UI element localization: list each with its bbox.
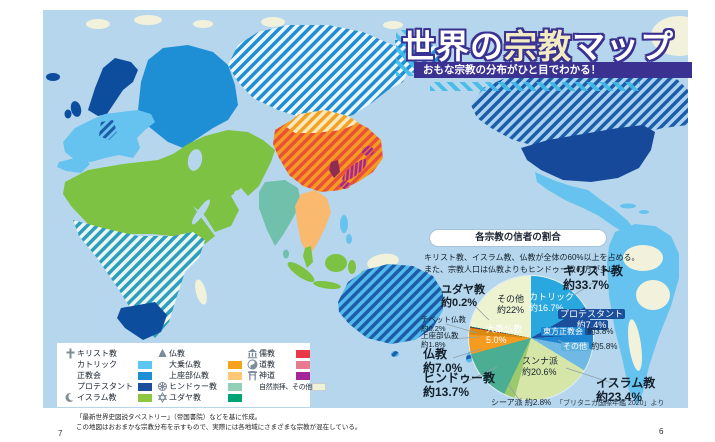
pie-label-theravada: 上座部仏教 約1.8% bbox=[421, 331, 459, 349]
pie-label-shia: シーア派 約2.8% bbox=[491, 398, 552, 407]
wheel-icon bbox=[156, 381, 168, 392]
page-title: 世界の宗教マップ bbox=[402, 28, 674, 65]
region-malay-peninsula-islam bbox=[303, 246, 313, 268]
pie-label-other: その他 約22% bbox=[497, 294, 525, 315]
pie-label-hindu: ヒンドゥー教 約13.7% bbox=[423, 371, 496, 400]
legend-column-3: 儒教 道教 神道 自然崇拝、その他 bbox=[246, 348, 326, 403]
pie-label-buddhism: 仏教 約7.0% bbox=[423, 347, 463, 376]
color-chip bbox=[296, 371, 310, 380]
legend-item-taoism: 道教 bbox=[246, 359, 310, 370]
region-indonesia-islam bbox=[287, 254, 373, 289]
color-chip bbox=[138, 360, 152, 369]
legend-item-judaism: ユダヤ教 bbox=[156, 392, 242, 403]
legend-item-shinto: 神道 bbox=[246, 370, 310, 381]
region-sri-lanka-hindu bbox=[283, 249, 289, 259]
crescent-icon bbox=[64, 392, 76, 403]
chart-description: キリスト教、イスラム教、仏教が全体の60%以上を占める。 また、宗教人口は仏教よ… bbox=[424, 253, 640, 274]
region-south-america-nature-patches bbox=[623, 245, 670, 371]
region-south-africa-protestant bbox=[117, 302, 167, 340]
arctic-islands bbox=[86, 15, 403, 29]
legend-item-theravada: 上座部仏教 bbox=[156, 370, 242, 381]
color-chip bbox=[138, 393, 152, 402]
region-caribbean-catholic bbox=[620, 203, 649, 214]
pie-label-protestant: プロテスタント 約7.4% bbox=[558, 309, 626, 330]
chart-heading: 各宗教の信者の割合 bbox=[430, 230, 606, 246]
region-iberia-catholic bbox=[57, 156, 90, 173]
footnote: 「最新世界史図説タペストリー」（帝国書院）などを基に作成。 この地図はおおまかな… bbox=[76, 414, 362, 432]
pie-label-orthodox: 東方正教会 約3.8% bbox=[541, 327, 614, 336]
color-chip bbox=[228, 360, 242, 369]
pie-label-tibetan: チベット仏教 約0.2% bbox=[421, 315, 466, 333]
region-australia-hatched bbox=[338, 264, 443, 344]
region-iceland-protestant bbox=[46, 73, 60, 81]
black-sea bbox=[152, 143, 170, 153]
star-of-david-icon bbox=[156, 392, 168, 403]
region-india-hindu bbox=[259, 180, 301, 246]
legend-column-1: キリスト教 カトリック 正教会 プロテスタント イスラム教 bbox=[64, 348, 152, 403]
cross-icon bbox=[64, 348, 76, 359]
temple-icon bbox=[246, 348, 258, 359]
color-chip bbox=[296, 360, 310, 369]
color-chip bbox=[228, 393, 242, 402]
pie-label-mahayana: 大乗仏教 5.0% bbox=[486, 324, 523, 345]
title-decor-hatch-left bbox=[396, 30, 416, 76]
region-southeast-asia-theravada bbox=[295, 190, 331, 256]
page-number-left: 7 bbox=[58, 429, 63, 438]
region-philippines-catholic bbox=[340, 215, 352, 244]
region-japan-shinto-hatched bbox=[340, 146, 374, 189]
title-decor-hatch-bottom bbox=[430, 82, 640, 91]
region-mongolia-hatched bbox=[285, 110, 359, 133]
region-tasmania-hatched bbox=[391, 351, 399, 357]
pie-label-christian-other: その他 約5.8% bbox=[561, 342, 618, 351]
region-mexico-central-america-catholic bbox=[535, 172, 635, 234]
color-chip bbox=[311, 382, 326, 391]
pie-label-christianity: キリスト教 約33.7% bbox=[563, 264, 624, 293]
region-greenland-nature bbox=[651, 16, 688, 56]
legend-item-nature-worship: 自然崇拝、その他 bbox=[246, 381, 326, 392]
region-north-africa-middle-east-islam bbox=[63, 130, 275, 244]
page-subtitle: おもな宗教の分布がひと目でわかる！ bbox=[414, 62, 692, 78]
color-chip bbox=[138, 382, 152, 391]
region-korea bbox=[329, 160, 340, 178]
color-chip bbox=[228, 382, 242, 391]
legend-column-2: 仏教 大乗仏教 上座部仏教 ヒンドゥー教 ユダヤ教 bbox=[156, 348, 242, 403]
page-number-right: 6 bbox=[659, 427, 664, 436]
region-usa-protestant bbox=[521, 125, 655, 182]
red-sea bbox=[191, 199, 211, 225]
pie-label-sunna: スンナ派 約20.6% bbox=[522, 356, 559, 377]
region-british-isles-protestant bbox=[64, 101, 82, 119]
legend-item-protestant: プロテスタント bbox=[64, 381, 152, 392]
caspian-sea bbox=[187, 149, 203, 171]
lotus-icon bbox=[156, 348, 168, 359]
color-chip bbox=[228, 371, 242, 380]
region-european-russia-orthodox bbox=[138, 45, 238, 148]
legend-item-orthodox: 正教会 bbox=[64, 370, 152, 381]
torii-icon bbox=[246, 370, 258, 381]
legend-item-islam: イスラム教 bbox=[64, 392, 152, 403]
region-germany-mixed-hatched bbox=[99, 120, 117, 140]
color-chip bbox=[296, 349, 310, 358]
region-sub-saharan-africa-hatched bbox=[73, 220, 205, 338]
legend-item-buddhism: 仏教 bbox=[156, 348, 242, 359]
map-legend: キリスト教 カトリック 正教会 プロテスタント イスラム教 bbox=[57, 343, 326, 407]
region-siberia-hatched bbox=[228, 25, 411, 122]
region-south-america-catholic bbox=[607, 224, 679, 406]
region-scandinavia-protestant bbox=[88, 58, 138, 116]
legend-item-confucianism: 儒教 bbox=[246, 348, 310, 359]
pie-label-judaism: ユダヤ教 約0.2% bbox=[441, 284, 485, 310]
legend-item-christianity: キリスト教 bbox=[64, 348, 152, 359]
color-chip bbox=[138, 371, 152, 380]
yinyang-icon bbox=[246, 359, 258, 370]
region-madagascar-nature bbox=[195, 279, 207, 305]
legend-item-catholic: カトリック bbox=[64, 359, 152, 370]
chart-source: 「ブリタニカ国際年鑑 2020」より bbox=[556, 400, 665, 407]
persian-gulf bbox=[234, 190, 244, 196]
pie-label-catholic: カトリック 約16.7% bbox=[529, 292, 575, 313]
legend-item-hindu: ヒンドゥー教 bbox=[156, 381, 242, 392]
legend-item-mahayana: 大乗仏教 bbox=[156, 359, 242, 370]
pie-label-islam: イスラム教 約23.4% bbox=[596, 376, 656, 405]
